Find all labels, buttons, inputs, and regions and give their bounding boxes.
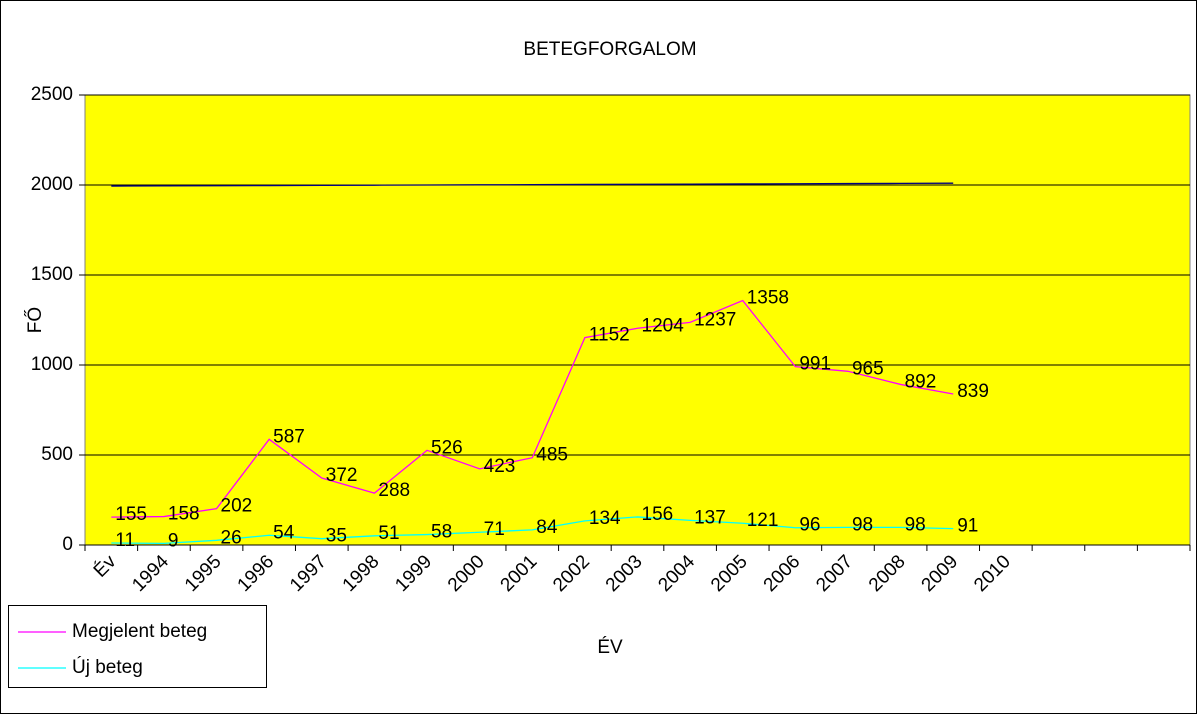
data-label: 54: [273, 522, 295, 543]
data-label: 526: [431, 437, 463, 458]
x-axis-label: ÉV: [597, 637, 623, 658]
y-tick-label: 1500: [31, 264, 73, 285]
y-tick-label: 1000: [31, 354, 73, 375]
data-label: 98: [905, 514, 926, 535]
data-label: 71: [484, 519, 505, 540]
data-label: 26: [221, 527, 242, 548]
series-line: [111, 182, 954, 187]
data-label: 51: [378, 523, 399, 544]
data-label: 1358: [747, 288, 789, 309]
plot-area: [79, 94, 1191, 551]
y-tick-label: 2500: [31, 84, 73, 105]
data-label: 965: [852, 358, 884, 379]
data-label: 11: [115, 530, 135, 551]
data-label: 137: [694, 507, 726, 528]
data-label: 134: [589, 508, 621, 529]
data-label: 485: [536, 445, 568, 466]
data-label: 158: [168, 504, 200, 525]
y-tick-label: 2000: [31, 174, 73, 195]
data-label: 91: [957, 516, 978, 537]
series-line: [111, 516, 954, 545]
data-label: 1237: [694, 309, 736, 330]
data-label: 991: [799, 354, 831, 375]
data-label: 121: [747, 510, 779, 531]
data-label: 372: [326, 465, 358, 486]
data-label: 423: [484, 456, 516, 477]
data-label: 155: [115, 504, 147, 525]
y-tick-label: 0: [62, 534, 73, 555]
data-label: 98: [852, 514, 873, 535]
data-label: 587: [273, 426, 305, 447]
y-tick-label: 500: [41, 444, 73, 465]
data-label: 84: [536, 517, 558, 538]
y-axis-label: FŐ: [24, 307, 46, 333]
data-label: 96: [799, 515, 820, 536]
legend-label: Új beteg: [72, 656, 143, 678]
chart-title: BETEGFORGALOM: [523, 39, 696, 60]
data-label: 1152: [589, 325, 630, 346]
legend-box: [8, 605, 267, 688]
legend-label: Megjelent beteg: [72, 621, 207, 642]
data-label: 35: [326, 526, 347, 547]
data-label: 288: [378, 480, 410, 501]
data-label: 156: [642, 504, 674, 525]
plot-background: [84, 94, 1191, 546]
data-label: 58: [431, 522, 452, 543]
data-label: 892: [905, 371, 937, 392]
data-label: 839: [957, 381, 989, 402]
data-label: 1204: [642, 315, 685, 336]
data-label: 202: [221, 496, 253, 517]
legend: Megjelent beteg Új beteg: [8, 605, 267, 688]
series-line: [111, 299, 954, 518]
data-label: 9: [168, 530, 179, 551]
